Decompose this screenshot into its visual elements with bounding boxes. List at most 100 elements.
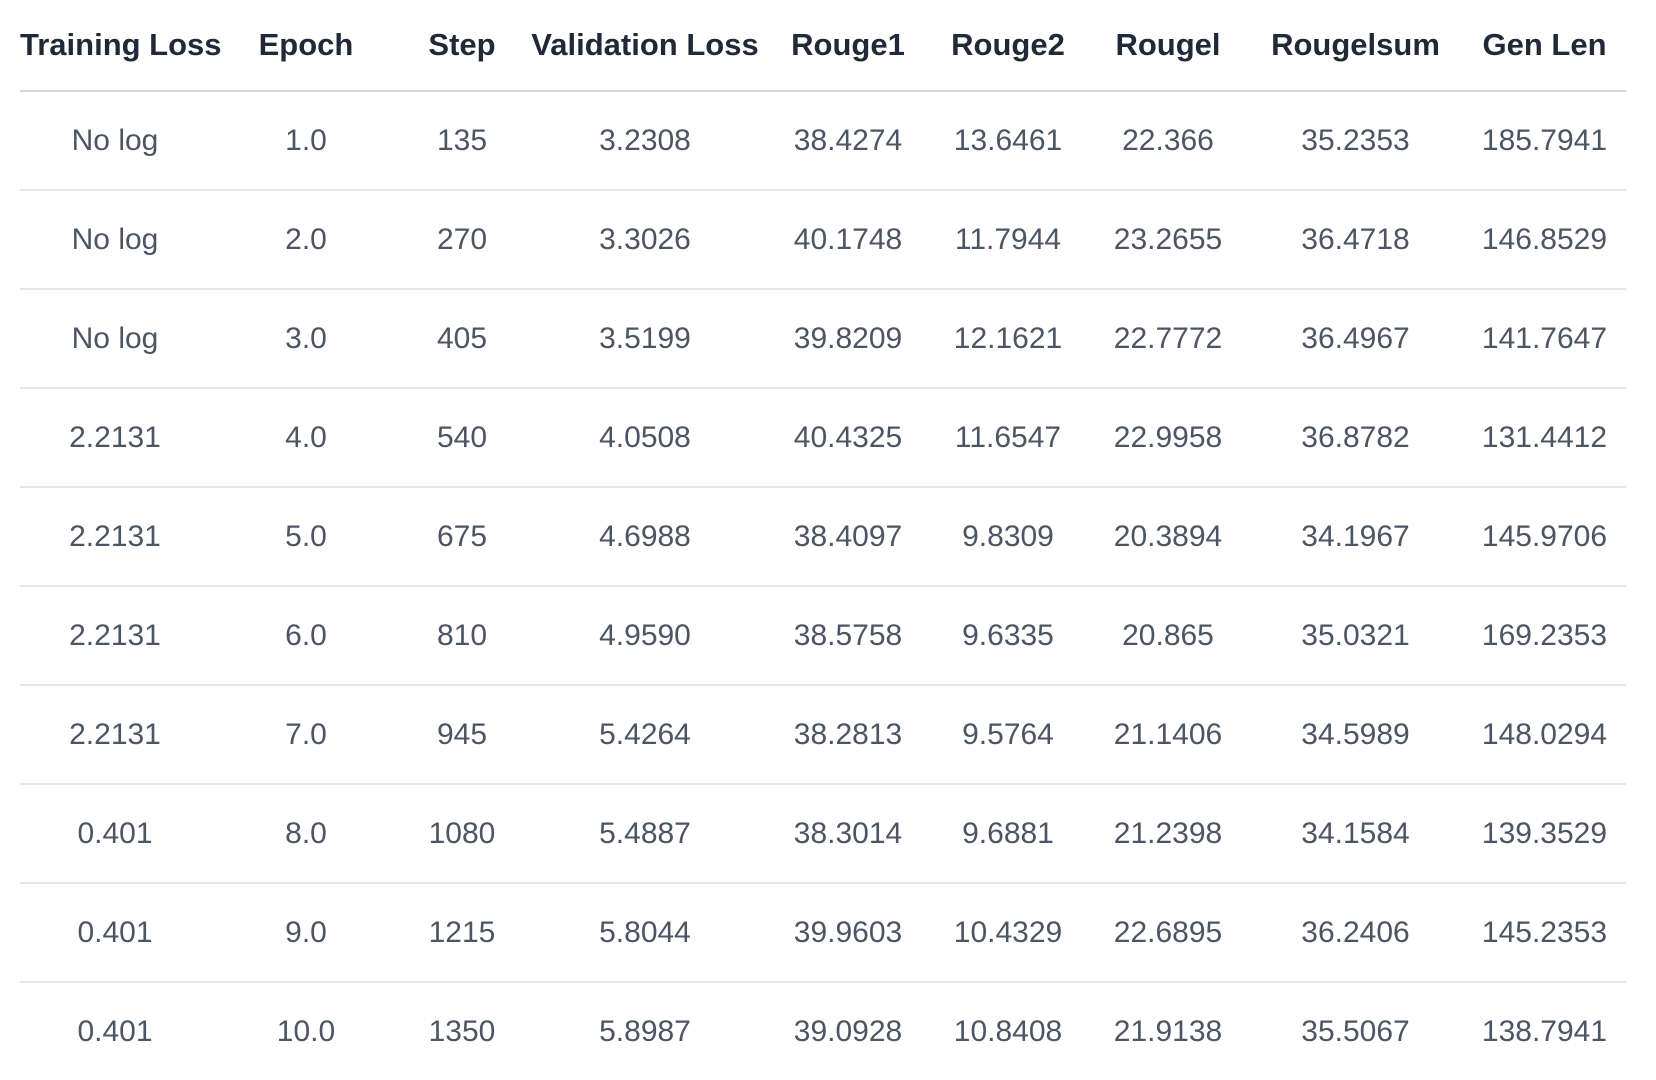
table-row: 2.2131 5.0 675 4.6988 38.4097 9.8309 20.3894 34… [20, 487, 1626, 587]
table-cell-rougel: 20.865 [1088, 586, 1248, 686]
table-cell-rougel: 21.9138 [1113, 1014, 1223, 1048]
table-cell-step: 810 [402, 586, 522, 686]
table-row: No log 2.0 270 3.3026 40.1748 11.7944 23.2655 3… [20, 190, 1626, 290]
table-cell-validation-loss: 3.2308 [522, 91, 768, 191]
table-cell-epoch: 2.0 [210, 190, 402, 290]
table-cell-rouge2: 9.6881 [928, 784, 1088, 884]
table-cell-rougel: 22.6895 [1088, 883, 1248, 983]
table-cell-rouge2: 9.6335 [928, 586, 1088, 686]
table-cell-rouge1: 38.4274 [768, 91, 928, 191]
table-cell-epoch: 9.0 [210, 883, 402, 983]
table-cell-validation-loss: 4.6988 [522, 487, 768, 587]
table-cell-rouge1: 40.4325 [768, 388, 928, 488]
training-results-table: Training Loss Epoch Step Validation Loss Rou… [20, 0, 1626, 1080]
table-cell-rouge2: 9.8309 [928, 487, 1088, 587]
column-header-rougelsum: Rougelsum [1248, 0, 1463, 92]
column-header-rouge1: Rouge1 [768, 0, 928, 92]
header-row: Training Loss Epoch Step Validation Loss Rou… [20, 0, 1626, 92]
table-row: 2.2131 7.0 945 5.4264 38.2813 9.5764 21.1406 34… [20, 685, 1626, 785]
table-cell-step: 1215 [402, 883, 522, 983]
table-cell-rouge1: 39.8209 [768, 289, 928, 389]
table-cell-gen-len: 169.2353 [1463, 586, 1626, 686]
table-cell-validation-loss: 5.8044 [522, 883, 768, 983]
table-cell-rouge1: 38.2813 [768, 685, 928, 785]
table-row: No log 3.0 405 3.5199 39.8209 12.1621 22.7772 3… [20, 289, 1626, 389]
table-cell-rouge2: 11.6547 [928, 388, 1088, 488]
table-cell-rouge1: 40.1748 [768, 190, 928, 290]
table-cell-rougel: 22.7772 [1088, 289, 1248, 389]
column-header-rouge2: Rouge2 [928, 0, 1088, 92]
table-cell-rougel: 22.366 [1088, 91, 1248, 191]
table-cell-rouge2: 12.1621 [928, 289, 1088, 389]
table-cell-epoch: 1.0 [210, 91, 402, 191]
table-cell-rougelsum: 36.2406 [1248, 883, 1463, 983]
table-cell-epoch: 8.0 [210, 784, 402, 884]
table-row: 0.401 8.0 1080 5.4887 38.3014 9.6881 21.2398 34… [20, 784, 1626, 884]
table-cell-validation-loss: 5.8987 [599, 1014, 691, 1048]
table-cell-gen-len: 146.8529 [1463, 190, 1626, 290]
column-header-step: Step [402, 0, 522, 92]
table-cell-rouge1: 38.4097 [768, 487, 928, 587]
table-cell-epoch: 10.0 [276, 1014, 336, 1048]
table-cell-rouge2: 13.6461 [928, 91, 1088, 191]
table-cell-rougel: 21.2398 [1088, 784, 1248, 884]
table-cell-epoch: 6.0 [210, 586, 402, 686]
table-row: 0.401 9.0 1215 5.8044 39.9603 10.4329 22.6895 3… [20, 883, 1626, 983]
column-header-training-loss: Training Loss [20, 0, 222, 92]
table-cell-rougelsum: 35.0321 [1248, 586, 1463, 686]
table-cell-gen-len: 131.4412 [1463, 388, 1626, 488]
table-cell-rouge2: 11.7944 [928, 190, 1088, 290]
table-cell-training-loss: 0.401 [20, 883, 210, 983]
table-body: No log 1.0 135 3.2308 38.4274 13.6461 22.366 35… [20, 91, 1626, 1080]
table-cell-rougel: 21.1406 [1088, 685, 1248, 785]
table-cell-training-loss: No log [20, 289, 210, 389]
table-cell-rougel: 23.2655 [1088, 190, 1248, 290]
table-cell-epoch: 3.0 [210, 289, 402, 389]
table-cell-step: 1080 [402, 784, 522, 884]
table-cell-training-loss: 0.401 [20, 784, 210, 884]
table-cell-rouge1: 38.3014 [768, 784, 928, 884]
table-cell-gen-len: 141.7647 [1463, 289, 1626, 389]
table-row: 2.2131 4.0 540 4.0508 40.4325 11.6547 22.9958 3… [20, 388, 1626, 488]
table-cell-validation-loss: 5.4264 [522, 685, 768, 785]
table-cell-gen-len: 185.7941 [1463, 91, 1626, 191]
column-header-rougel: Rougel [1088, 0, 1248, 92]
table-cell-rougelsum: 36.4718 [1248, 190, 1463, 290]
table-header: Training Loss Epoch Step Validation Loss Rou… [20, 0, 1626, 92]
table-cell-rouge2: 9.5764 [928, 685, 1088, 785]
table-cell-step: 405 [402, 289, 522, 389]
table-cell-step: 135 [402, 91, 522, 191]
table-cell-epoch: 5.0 [210, 487, 402, 587]
table-row: 2.2131 6.0 810 4.9590 38.5758 9.6335 20.865 35.… [20, 586, 1626, 686]
table-cell-validation-loss: 3.3026 [522, 190, 768, 290]
table-cell-validation-loss: 4.9590 [522, 586, 768, 686]
table-cell-rougelsum: 34.5989 [1248, 685, 1463, 785]
table-cell-step: 540 [402, 388, 522, 488]
column-header-gen-len: Gen Len [1463, 0, 1626, 92]
table-cell-rouge1: 39.9603 [768, 883, 928, 983]
table-cell-training-loss: 2.2131 [20, 487, 210, 587]
table-row: No log 1.0 135 3.2308 38.4274 13.6461 22.366 35… [20, 91, 1626, 191]
table-cell-gen-len: 148.0294 [1463, 685, 1626, 785]
table-cell-training-loss: No log [20, 190, 210, 290]
table-cell-validation-loss: 3.5199 [522, 289, 768, 389]
table-cell-rougelsum: 35.5067 [1301, 1014, 1410, 1048]
table-cell-rouge2: 10.4329 [928, 883, 1088, 983]
table-cell-rouge2: 10.8408 [953, 1014, 1063, 1048]
table-cell-training-loss: No log [20, 91, 210, 191]
table-cell-rougelsum: 34.1967 [1248, 487, 1463, 587]
table-cell-epoch: 4.0 [210, 388, 402, 488]
table-cell-training-loss: 2.2131 [20, 685, 210, 785]
table-cell-step: 270 [402, 190, 522, 290]
table-cell-gen-len: 145.9706 [1463, 487, 1626, 587]
table-cell-gen-len: 145.2353 [1463, 883, 1626, 983]
table-cell-step: 675 [402, 487, 522, 587]
table-cell-epoch: 7.0 [210, 685, 402, 785]
table-cell-step: 945 [402, 685, 522, 785]
column-header-validation-loss: Validation Loss [522, 0, 768, 92]
table-cell-rouge1: 38.5758 [768, 586, 928, 686]
table-cell-training-loss: 2.2131 [20, 388, 210, 488]
table-cell-gen-len: 138.7941 [1481, 1014, 1608, 1048]
table-cell-training-loss: 2.2131 [20, 586, 210, 686]
column-header-epoch: Epoch [210, 0, 402, 92]
